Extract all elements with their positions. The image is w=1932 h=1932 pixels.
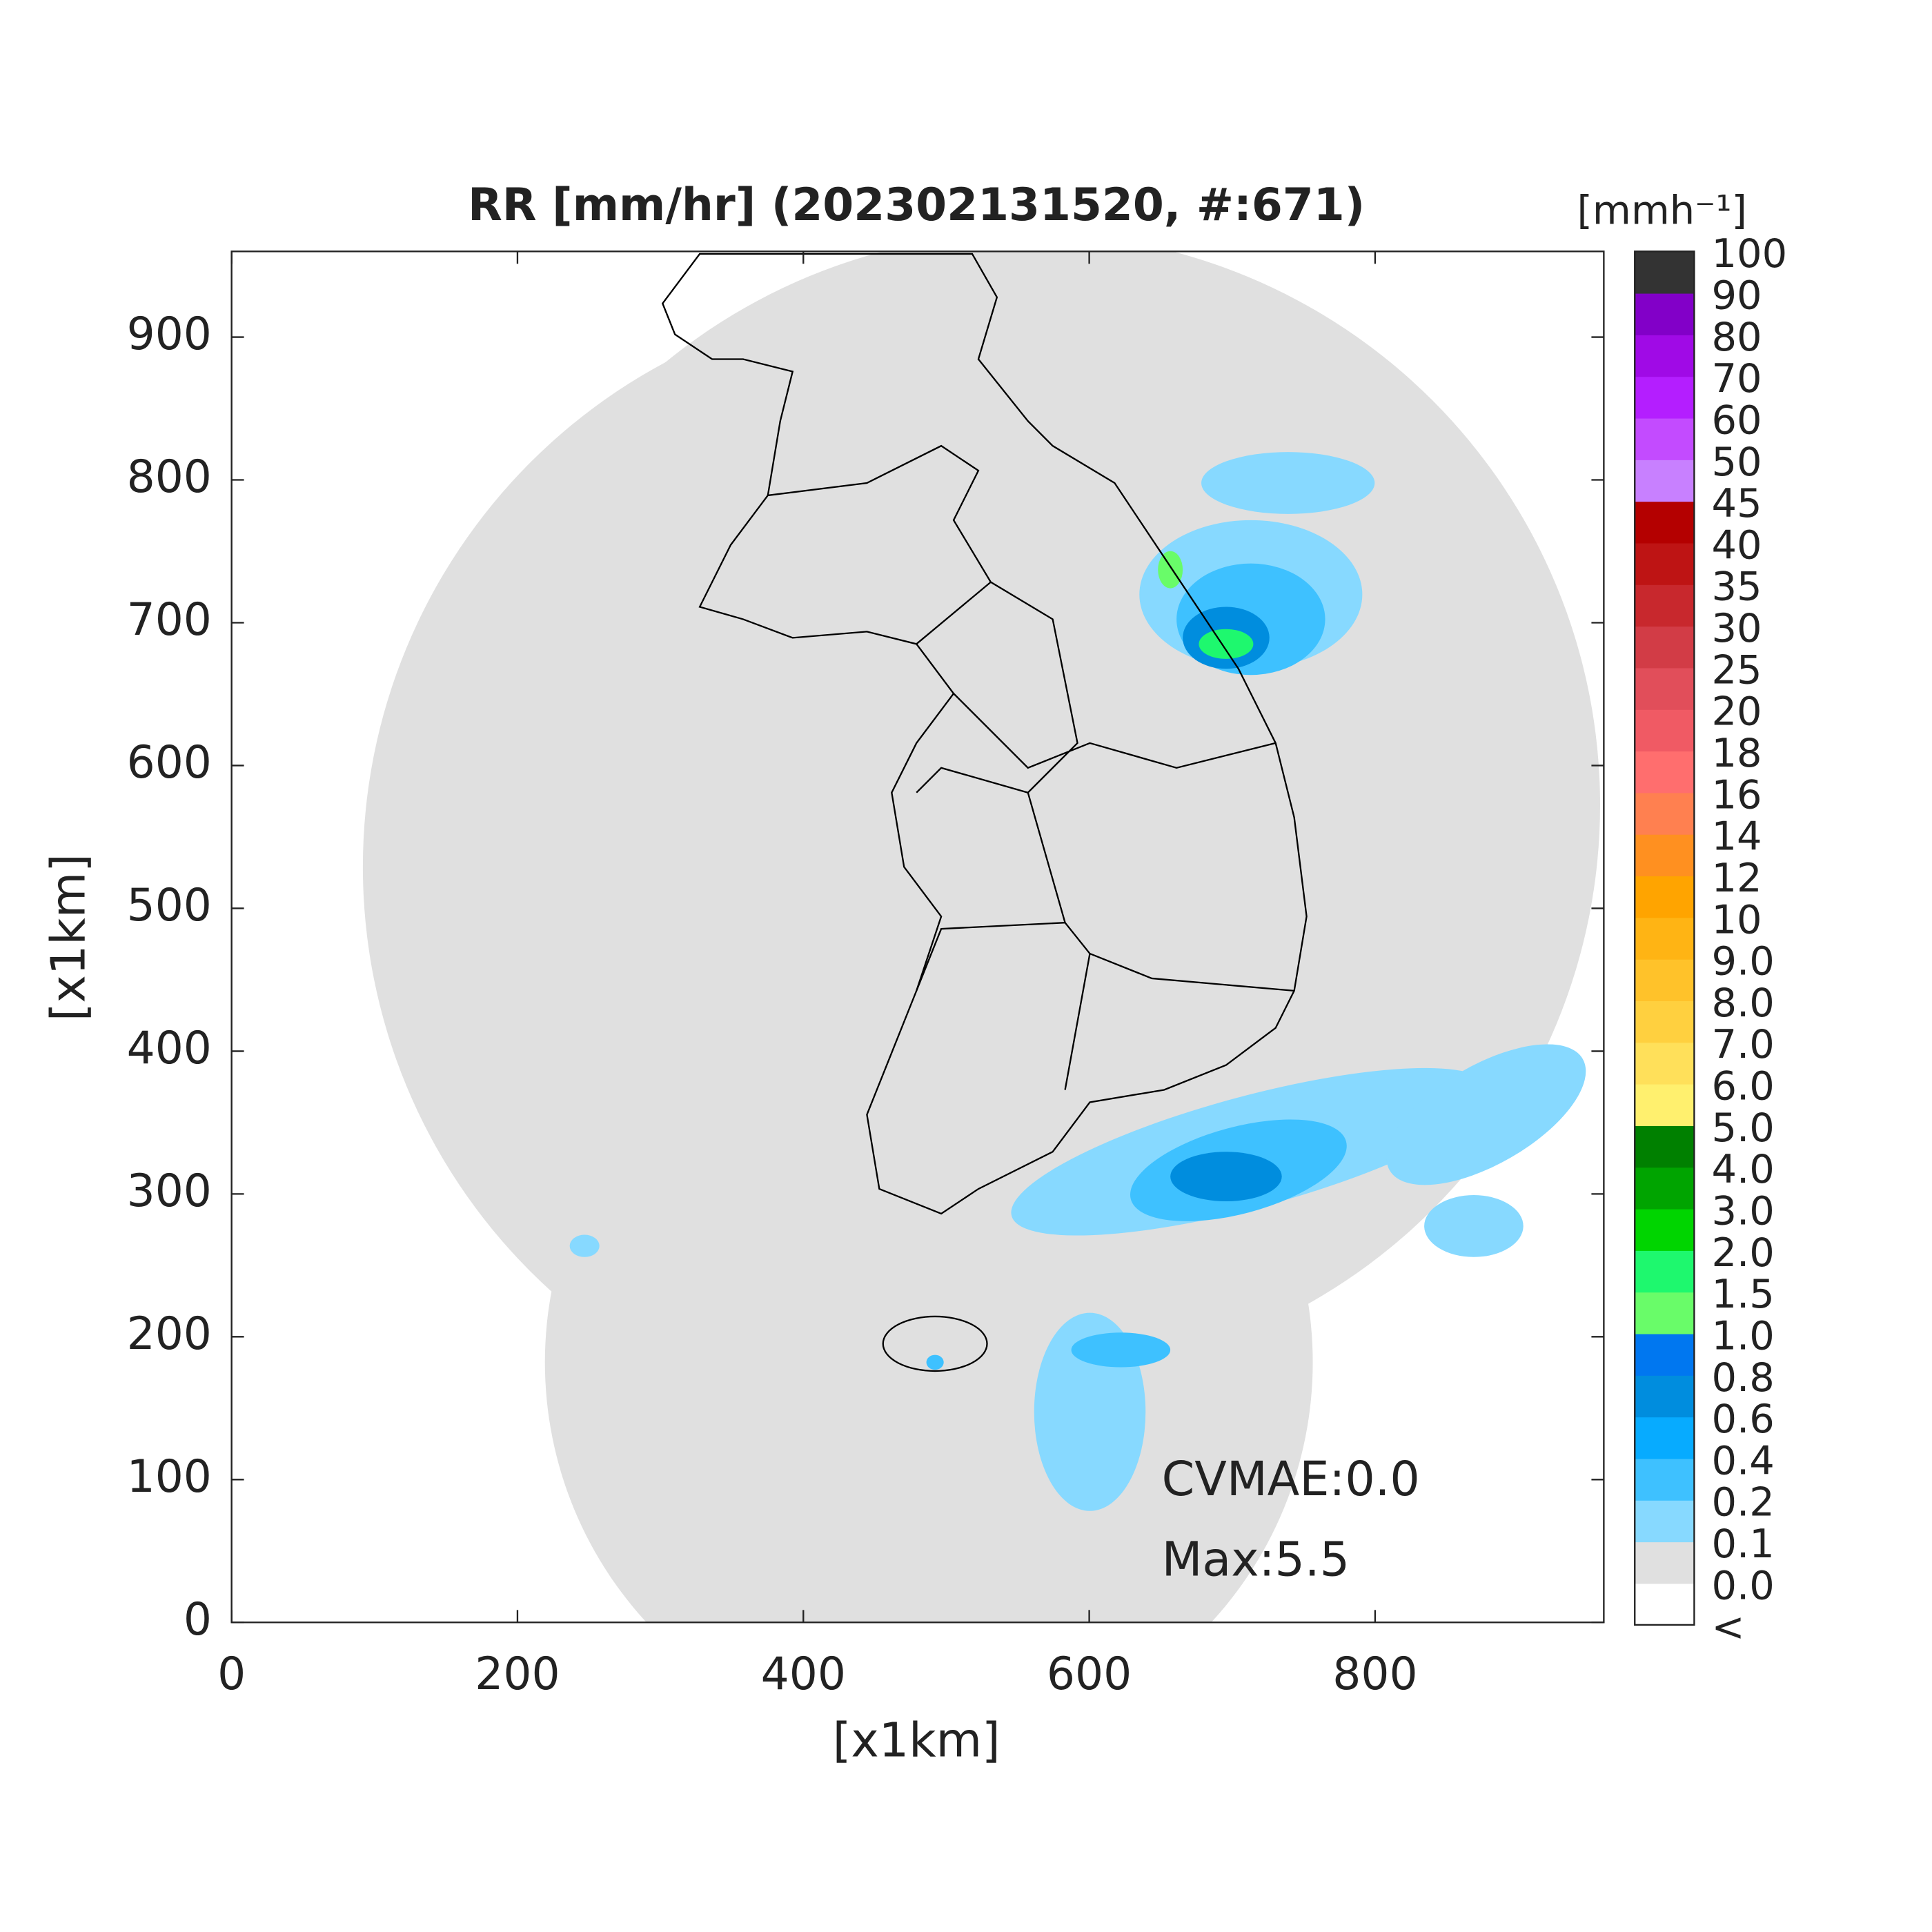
colorbar-segment xyxy=(1635,1541,1695,1584)
radar-map xyxy=(362,251,1600,1623)
colorbar-unit: [mmh⁻¹] xyxy=(1577,187,1747,233)
colorbar-frame xyxy=(1634,250,1695,1626)
colorbar-segment xyxy=(1635,376,1695,419)
x-tick-label: 800 xyxy=(1332,1648,1417,1700)
colorbar-segment xyxy=(1635,1499,1695,1543)
colorbar-label: 0.0 xyxy=(1712,1562,1775,1608)
colorbar-label: 0.4 xyxy=(1712,1437,1775,1483)
colorbar-segment xyxy=(1635,459,1695,502)
colorbar-label: 90 xyxy=(1712,272,1762,318)
colorbar-segment xyxy=(1635,1083,1695,1126)
colorbar-segment xyxy=(1635,1458,1695,1501)
colorbar-label: 80 xyxy=(1712,314,1762,360)
annotation: Max:5.5 xyxy=(1162,1533,1350,1588)
colorbar-label: 70 xyxy=(1712,355,1762,402)
y-tick-label: 900 xyxy=(127,308,212,360)
rain-echo xyxy=(569,452,1586,1511)
colorbar-segment xyxy=(1635,958,1695,1001)
colorbar-segment xyxy=(1635,1417,1695,1459)
colorbar-segment xyxy=(1635,917,1695,960)
colorbar-segment xyxy=(1635,293,1695,335)
colorbar-label: 0.2 xyxy=(1712,1479,1775,1526)
colorbar-label: 8.0 xyxy=(1712,980,1775,1026)
colorbar-segment xyxy=(1635,1292,1695,1334)
colorbar-label: 16 xyxy=(1712,771,1762,818)
colorbar-segment xyxy=(1635,1125,1695,1168)
colorbar-label: 0.6 xyxy=(1712,1396,1775,1442)
y-tick-label: 800 xyxy=(127,451,212,503)
colorbar-segment xyxy=(1635,667,1695,710)
colorbar-label: 4.0 xyxy=(1712,1146,1775,1192)
colorbar-segment xyxy=(1635,1000,1695,1043)
colorbar-label: 2.0 xyxy=(1712,1230,1775,1276)
colorbar-label: 25 xyxy=(1712,647,1762,693)
colorbar-label: 1.5 xyxy=(1712,1271,1775,1317)
colorbar-label: 100 xyxy=(1712,230,1788,277)
colorbar-label: 9.0 xyxy=(1712,938,1775,985)
colorbar-segment xyxy=(1635,1208,1695,1251)
colorbar-label: 12 xyxy=(1712,855,1762,901)
colorbar-segment xyxy=(1635,501,1695,544)
y-tick-label: 500 xyxy=(127,880,212,931)
colorbar-segment xyxy=(1635,1333,1695,1376)
colorbar-segment xyxy=(1635,251,1695,294)
colorbar-segment xyxy=(1635,334,1695,377)
plot-frame xyxy=(230,250,1605,1624)
x-tick-label: 400 xyxy=(761,1648,846,1700)
y-tick-label: 700 xyxy=(127,594,212,646)
colorbar-label: 60 xyxy=(1712,397,1762,443)
y-tick-label: 300 xyxy=(127,1165,212,1217)
colorbar-segment xyxy=(1635,792,1695,835)
colorbar-segment xyxy=(1635,1250,1695,1293)
x-tick-label: 600 xyxy=(1047,1648,1132,1700)
coastline xyxy=(661,253,1308,1372)
colorbar-segment xyxy=(1635,709,1695,752)
colorbar-segment xyxy=(1635,751,1695,793)
colorbar-segment xyxy=(1635,1167,1695,1210)
annotation: CVMAE:0.0 xyxy=(1162,1452,1420,1507)
colorbar-segment xyxy=(1635,1042,1695,1085)
x-tick-label: 200 xyxy=(475,1648,560,1700)
colorbar-label: 50 xyxy=(1712,439,1762,485)
colorbar-label: 14 xyxy=(1712,814,1762,860)
colorbar-segment xyxy=(1635,876,1695,918)
colorbar-label: 30 xyxy=(1712,605,1762,651)
colorbar-label: 45 xyxy=(1712,480,1762,526)
colorbar-segment xyxy=(1635,626,1695,669)
y-tick-label: 200 xyxy=(127,1308,212,1360)
colorbar-label: 1.0 xyxy=(1712,1312,1775,1359)
x-axis-label: [x1km] xyxy=(833,1714,1000,1768)
colorbar-label: 40 xyxy=(1712,522,1762,568)
x-tick-label: 0 xyxy=(217,1648,246,1700)
colorbar-segment xyxy=(1635,1374,1695,1418)
colorbar-label: 18 xyxy=(1712,730,1762,776)
chart-title: RR [mm/hr] (202302131520, #:671) xyxy=(468,179,1365,231)
y-tick-label: 400 xyxy=(127,1023,212,1074)
colorbar-segment xyxy=(1635,834,1695,877)
colorbar-label: 0.8 xyxy=(1712,1354,1775,1401)
colorbar-label: 10 xyxy=(1712,896,1762,943)
colorbar-label: < xyxy=(1712,1604,1745,1650)
colorbar-label: 3.0 xyxy=(1712,1187,1775,1234)
colorbar-segment xyxy=(1635,584,1695,627)
y-tick-label: 600 xyxy=(127,737,212,789)
colorbar-segment xyxy=(1635,417,1695,460)
radar-coverage xyxy=(362,251,1600,1623)
y-tick-label: 0 xyxy=(184,1594,212,1646)
y-axis-label: [x1km] xyxy=(42,854,97,1021)
colorbar-label: 20 xyxy=(1712,689,1762,735)
y-tick-label: 100 xyxy=(127,1451,212,1503)
colorbar-label: 6.0 xyxy=(1712,1063,1775,1110)
colorbar-label: 5.0 xyxy=(1712,1105,1775,1151)
colorbar-label: 7.0 xyxy=(1712,1021,1775,1067)
colorbar-label: 0.1 xyxy=(1712,1521,1775,1567)
colorbar-segment xyxy=(1635,1583,1695,1626)
colorbar-label: 35 xyxy=(1712,564,1762,610)
colorbar-segment xyxy=(1635,542,1695,585)
